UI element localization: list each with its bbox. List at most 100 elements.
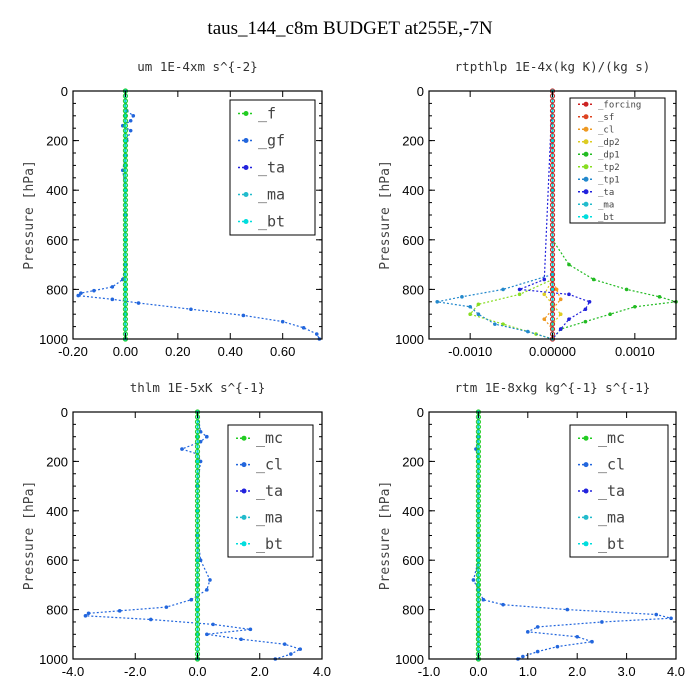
legend-label: _tp1	[598, 175, 620, 185]
data-point	[657, 295, 662, 299]
zero-marker	[475, 582, 481, 588]
zero-marker	[122, 227, 129, 233]
zero-marker	[549, 133, 556, 139]
data-point	[301, 326, 306, 330]
y-axis-label: Pressure [hPa]	[22, 481, 37, 591]
zero-marker	[122, 232, 129, 238]
zero-marker	[194, 429, 201, 435]
data-point	[535, 625, 540, 629]
legend-swatch-marker	[583, 214, 589, 220]
legend-swatch-marker	[583, 462, 589, 468]
y-tick-label: 600	[46, 233, 68, 248]
legend-swatch-marker	[583, 101, 589, 107]
y-tick-label: 400	[402, 183, 424, 198]
zero-marker	[549, 247, 556, 253]
legend-swatch-marker	[583, 126, 589, 132]
chart-panel-3: thlm 1E-5xK s^{-1} Pressure [hPa] -4.0 -2.0…	[22, 380, 331, 679]
zero-marker	[122, 222, 129, 228]
zero-marker	[194, 552, 201, 558]
zero-marker	[475, 626, 481, 632]
data-point	[526, 630, 530, 634]
data-point	[554, 287, 559, 292]
zero-marker	[194, 498, 201, 504]
legend: _mc _cl _ta _ma _bt	[227, 424, 314, 558]
zero-marker	[549, 172, 556, 178]
data-point	[123, 188, 128, 193]
zero-marker	[549, 147, 556, 154]
zero-marker	[194, 478, 201, 484]
y-axis-label: Pressure [hPa]	[22, 160, 37, 270]
zero-marker	[122, 147, 129, 154]
zero-marker	[194, 562, 201, 568]
panel-title: rtm 1E-8xkg kg^{-1} s^{-1}	[455, 380, 651, 395]
zero-marker	[122, 123, 129, 129]
zero-marker	[122, 316, 129, 322]
zero-marker	[475, 572, 481, 578]
x-tick-label: 1.0	[519, 664, 537, 679]
data-point	[587, 300, 592, 304]
zero-marker	[122, 242, 129, 248]
zero-marker	[549, 217, 556, 223]
zero-marker	[549, 182, 556, 188]
zero-marker	[194, 419, 201, 425]
x-tick-label: -0.20	[58, 344, 88, 359]
zero-marker	[122, 306, 129, 312]
zero-marker	[194, 572, 201, 578]
zero-marker	[194, 463, 201, 469]
zero-marker	[475, 483, 481, 489]
legend-swatch-marker	[583, 541, 589, 547]
zero-marker	[475, 448, 481, 455]
zero-marker	[122, 301, 129, 307]
y-tick-label: 0	[417, 84, 424, 99]
y-tick-label: 1000	[39, 652, 68, 667]
y-tick-label: 600	[402, 553, 424, 568]
series-line-cl	[543, 91, 562, 339]
zero-marker	[194, 468, 201, 474]
legend-swatch-marker	[241, 435, 247, 441]
zero-marker	[475, 547, 481, 553]
data-point	[83, 613, 88, 618]
legend-label: _dp2	[598, 138, 620, 148]
panel-title: thlm 1E-5xK s^{-1}	[130, 380, 265, 395]
y-tick-label: 200	[46, 454, 68, 469]
zero-marker	[194, 577, 201, 583]
data-point	[476, 558, 481, 563]
data-point	[460, 295, 464, 299]
legend-label: _ta	[598, 482, 625, 500]
legend-swatch-marker	[243, 165, 249, 170]
zero-marker	[194, 473, 201, 479]
zero-marker	[549, 157, 556, 164]
zero-marker	[475, 513, 481, 519]
zero-marker	[549, 138, 556, 144]
zero-marker	[122, 321, 129, 327]
data-point	[550, 138, 555, 143]
legend-swatch-marker	[583, 201, 589, 207]
x-tick-label: 0.00000	[529, 344, 576, 359]
data-point	[298, 647, 303, 651]
zero-marker	[122, 157, 129, 164]
legend-swatch-marker	[583, 488, 589, 494]
zero-marker	[475, 527, 481, 534]
zero-marker	[475, 577, 481, 583]
zero-marker	[194, 483, 201, 489]
legend-label: _ma	[598, 508, 625, 526]
data-point	[542, 317, 547, 321]
zero-marker	[475, 434, 481, 440]
y-axis-label: Pressure [hPa]	[378, 481, 393, 591]
zero-marker	[122, 172, 129, 178]
chart-panel-2: rtpthlp 1E-4x(kg K)/(kg s) Pressure [hPa]…	[378, 59, 678, 359]
zero-marker	[475, 424, 481, 430]
zero-marker	[475, 592, 481, 598]
data-point	[633, 304, 637, 309]
data-point	[110, 285, 115, 289]
zero-marker	[475, 488, 481, 494]
zero-marker	[549, 296, 556, 302]
zero-marker	[549, 177, 556, 183]
zero-marker	[122, 262, 129, 268]
data-point	[149, 617, 153, 622]
zero-marker	[475, 646, 481, 652]
zero-marker	[475, 463, 481, 469]
legend-swatch-marker	[583, 151, 589, 157]
data-point	[590, 639, 594, 644]
